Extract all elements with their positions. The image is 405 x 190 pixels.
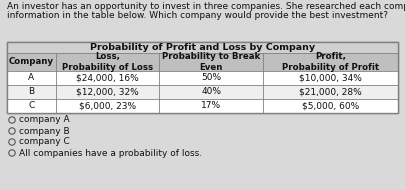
Bar	[160, 71, 263, 85]
Bar	[7, 71, 56, 85]
Circle shape	[9, 150, 15, 156]
Text: $12,000, 32%: $12,000, 32%	[76, 88, 139, 97]
Bar	[263, 85, 398, 99]
Bar	[263, 99, 398, 113]
Circle shape	[9, 139, 15, 145]
Text: 17%: 17%	[201, 101, 222, 111]
Text: $24,000, 16%: $24,000, 16%	[76, 74, 139, 82]
Text: $5,000, 60%: $5,000, 60%	[302, 101, 359, 111]
Bar	[56, 99, 160, 113]
Bar	[7, 42, 398, 113]
Text: company C: company C	[19, 138, 70, 146]
Bar	[160, 99, 263, 113]
Bar	[7, 85, 56, 99]
Bar	[56, 71, 160, 85]
Text: information in the table below. Which company would provide the best investment?: information in the table below. Which co…	[7, 11, 388, 20]
Bar	[7, 99, 56, 113]
Bar	[160, 53, 263, 71]
Text: Probability of Profit and Loss by Company: Probability of Profit and Loss by Compan…	[90, 43, 315, 52]
Text: 50%: 50%	[201, 74, 222, 82]
Bar	[263, 53, 398, 71]
Text: company B: company B	[19, 127, 70, 135]
Text: Loss,
Probability of Loss: Loss, Probability of Loss	[62, 52, 153, 72]
Bar	[56, 53, 160, 71]
Bar	[160, 85, 263, 99]
Text: 40%: 40%	[201, 88, 221, 97]
Bar	[7, 42, 398, 113]
Bar	[263, 71, 398, 85]
Bar	[7, 42, 398, 53]
Bar	[56, 85, 160, 99]
Text: B: B	[28, 88, 34, 97]
Circle shape	[9, 117, 15, 123]
Text: A: A	[28, 74, 34, 82]
Text: $10,000, 34%: $10,000, 34%	[299, 74, 362, 82]
Text: $21,000, 28%: $21,000, 28%	[299, 88, 362, 97]
Text: company A: company A	[19, 116, 70, 124]
Text: $6,000, 23%: $6,000, 23%	[79, 101, 136, 111]
Text: All companies have a probability of loss.: All companies have a probability of loss…	[19, 149, 202, 158]
Circle shape	[9, 128, 15, 134]
Text: Company: Company	[9, 58, 54, 66]
Text: Profit,
Probability of Profit: Profit, Probability of Profit	[282, 52, 379, 72]
Text: C: C	[28, 101, 34, 111]
Text: An investor has an opportunity to invest in three companies. She researched each: An investor has an opportunity to invest…	[7, 2, 405, 11]
Text: Probability to Break
Even: Probability to Break Even	[162, 52, 260, 72]
Bar	[7, 53, 56, 71]
